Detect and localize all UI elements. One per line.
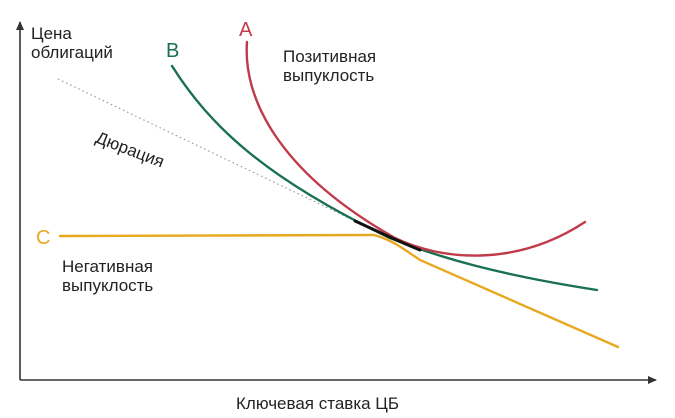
curve-b <box>170 64 599 292</box>
duration-line <box>57 78 396 241</box>
tangent-segment <box>353 219 422 252</box>
curve-b-letter: B <box>166 40 180 62</box>
curve-c-letter: C <box>36 227 51 249</box>
positive-convexity-label: Позитивная выпуклость <box>283 47 377 85</box>
x-axis-label: Ключевая ставка ЦБ <box>236 394 400 413</box>
curve-c <box>58 233 620 349</box>
y-axis-label: Цена облигаций <box>31 24 113 62</box>
curve-a-letter: A <box>239 19 253 41</box>
negative-convexity-label: Негативная выпуклость <box>62 257 154 295</box>
